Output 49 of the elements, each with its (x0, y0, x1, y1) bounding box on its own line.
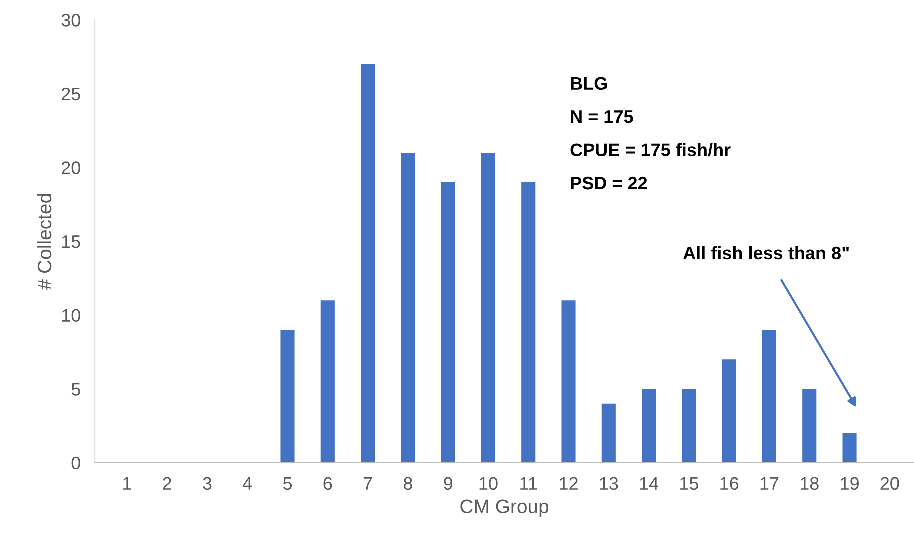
x-tick-label: 13 (600, 477, 618, 490)
annotation: All fish less than 8" (684, 246, 849, 260)
x-tick-label: 1 (124, 477, 132, 490)
bar (562, 300, 576, 463)
y-tick-label: 20 (62, 162, 80, 174)
x-tick-label: 18 (800, 477, 819, 490)
y-tick-label: 0 (72, 456, 80, 470)
bar (361, 64, 376, 463)
y-tick-label: 15 (62, 236, 80, 248)
annotation: BLG (571, 77, 608, 90)
x-tick-label: 15 (680, 477, 698, 490)
x-tick-label: 4 (243, 477, 252, 490)
y-tick-label: 10 (62, 309, 80, 322)
y-tick-label: 5 (72, 383, 80, 396)
x-tick-label: 7 (364, 477, 372, 490)
x-tick-label: 10 (480, 477, 498, 490)
y-axis-title: # Collected (37, 194, 52, 290)
x-tick-label: 2 (163, 477, 172, 490)
bar (762, 330, 777, 463)
x-tick-label: 6 (324, 477, 332, 490)
x-axis-title: CM Group (460, 500, 549, 518)
x-tick-label: 16 (720, 477, 739, 490)
x-tick-label: 20 (880, 477, 900, 490)
annotation: N = 175 (571, 110, 634, 124)
bar (682, 389, 696, 463)
bar (522, 182, 536, 463)
bar (602, 404, 616, 463)
bar (441, 182, 456, 463)
bar (842, 433, 857, 463)
bar (481, 152, 496, 463)
y-tick-label: 30 (62, 14, 80, 27)
x-tick-label: 5 (283, 477, 292, 490)
y-tick-label: 25 (62, 88, 80, 101)
bar (401, 152, 416, 463)
x-tick-label: 17 (760, 477, 779, 490)
x-tick-label: 9 (444, 477, 452, 490)
bar (722, 360, 736, 463)
bar (280, 330, 295, 463)
bar (320, 300, 335, 463)
x-tick-label: 11 (520, 477, 538, 490)
x-tick-label: 8 (404, 477, 412, 490)
x-tick-label: 19 (841, 477, 859, 490)
annotation: PSD = 22 (571, 176, 648, 190)
x-tick-label: 14 (640, 477, 659, 490)
x-tick-label: 3 (203, 477, 212, 490)
annotation: CPUE = 175 fish/hr (570, 143, 731, 157)
bar (802, 389, 817, 463)
x-tick-label: 12 (560, 477, 578, 490)
bar (642, 389, 656, 463)
